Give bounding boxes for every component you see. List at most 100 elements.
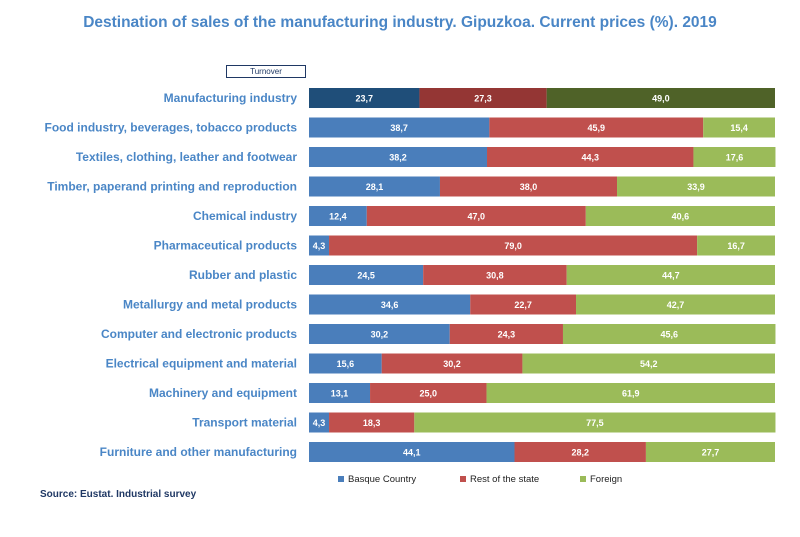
legend-label: Foreign xyxy=(590,474,622,485)
category-label: Metallurgy and metal products xyxy=(123,298,297,312)
bar-segment xyxy=(449,324,563,344)
data-label: 4,3 xyxy=(313,241,326,251)
bar-segment xyxy=(309,383,371,403)
category-label: Food industry, beverages, tobacco produc… xyxy=(45,121,298,135)
data-label: 47,0 xyxy=(468,212,486,222)
category-label: Pharmaceutical products xyxy=(154,239,298,253)
category-label: Machinery and equipment xyxy=(149,386,297,400)
category-label: Chemical industry xyxy=(193,209,297,223)
bar-segment xyxy=(585,206,775,226)
bar-segment xyxy=(309,353,382,374)
bar-segment xyxy=(703,117,775,138)
data-label: 30,2 xyxy=(443,359,461,369)
category-label: Timber, paperand printing and reproducti… xyxy=(47,180,297,194)
bar-segment xyxy=(489,117,704,138)
bar-segment xyxy=(309,265,424,285)
bar-segment xyxy=(697,235,775,256)
bar-segment xyxy=(309,294,471,315)
bar-segment xyxy=(576,294,775,315)
data-label: 38,7 xyxy=(390,123,408,133)
category-label: Textiles, clothing, leather and footwear xyxy=(76,150,297,164)
data-label: 24,5 xyxy=(357,271,375,281)
bar-segment xyxy=(566,265,775,285)
bar-segment xyxy=(370,383,487,403)
bar-segment xyxy=(309,117,490,138)
bar-segment xyxy=(522,353,775,374)
category-label: Transport material xyxy=(192,416,297,430)
bar-segment xyxy=(329,235,698,256)
legend-label: Basque Country xyxy=(348,474,416,485)
data-label: 40,6 xyxy=(672,212,690,222)
data-label: 30,2 xyxy=(371,330,389,340)
legend-swatch xyxy=(460,476,466,482)
data-label: 16,7 xyxy=(727,241,745,251)
data-label: 30,8 xyxy=(486,271,504,281)
bar-segment xyxy=(309,324,450,344)
data-label: 38,2 xyxy=(389,153,407,163)
bar-segment xyxy=(693,147,776,167)
data-label: 18,3 xyxy=(363,418,381,428)
source-note: Source: Eustat. Industrial survey xyxy=(40,489,197,500)
data-label: 23,7 xyxy=(355,94,373,104)
data-label: 22,7 xyxy=(514,300,532,310)
data-label: 34,6 xyxy=(381,300,399,310)
bar-segment xyxy=(439,176,618,197)
bar-segment xyxy=(414,412,776,433)
chart-title: Destination of sales of the manufacturin… xyxy=(83,14,717,31)
legend-label: Rest of the state xyxy=(470,474,539,485)
data-label: 15,6 xyxy=(337,359,355,369)
data-label: 25,0 xyxy=(420,389,438,399)
bar-segment xyxy=(309,88,420,108)
bar-segment xyxy=(309,442,515,462)
category-label: Computer and electronic products xyxy=(101,327,297,341)
bar-segment xyxy=(381,353,523,374)
bar-segment xyxy=(617,176,775,197)
data-label: 49,0 xyxy=(652,94,670,104)
bar-segment xyxy=(366,206,586,226)
data-label: 44,1 xyxy=(403,448,421,458)
data-label: 42,7 xyxy=(667,300,685,310)
bar-segment xyxy=(329,412,415,433)
data-label: 44,7 xyxy=(662,271,680,281)
data-label: 45,6 xyxy=(660,330,678,340)
bar-segment xyxy=(309,176,440,197)
data-label: 27,7 xyxy=(702,448,720,458)
bar-segment xyxy=(645,442,775,462)
data-label: 28,1 xyxy=(366,182,384,192)
bar-segment xyxy=(487,147,694,167)
data-label: 45,9 xyxy=(588,123,606,133)
data-label: 17,6 xyxy=(726,153,744,163)
data-label: 24,3 xyxy=(498,330,516,340)
data-label: 79,0 xyxy=(504,241,522,251)
category-label: Manufacturing industry xyxy=(164,91,298,105)
bar-segment xyxy=(309,412,330,433)
data-label: 38,0 xyxy=(520,182,538,192)
data-label: 4,3 xyxy=(313,418,326,428)
bar-segment xyxy=(423,265,567,285)
data-label: 54,2 xyxy=(640,359,658,369)
category-label: Rubber and plastic xyxy=(189,268,297,282)
bar-segment xyxy=(486,383,775,403)
data-label: 27,3 xyxy=(474,94,492,104)
bar-segment xyxy=(514,442,646,462)
data-label: 13,1 xyxy=(331,389,349,399)
legend-swatch xyxy=(580,476,586,482)
bar-segment xyxy=(546,88,775,108)
bar-segment xyxy=(309,235,330,256)
bar-segment xyxy=(419,88,547,108)
bar-segment xyxy=(309,147,488,167)
bar-segment xyxy=(562,324,776,344)
data-label: 28,2 xyxy=(571,448,589,458)
category-label: Electrical equipment and material xyxy=(106,357,297,371)
turnover-group-label: Turnover xyxy=(226,65,306,78)
data-label: 61,9 xyxy=(622,389,640,399)
data-label: 77,5 xyxy=(586,418,604,428)
data-label: 12,4 xyxy=(329,212,347,222)
bar-segment xyxy=(470,294,577,315)
category-label: Furniture and other manufacturing xyxy=(100,445,297,459)
data-label: 15,4 xyxy=(730,123,748,133)
data-label: 44,3 xyxy=(581,153,599,163)
bar-segment xyxy=(309,206,367,226)
legend-swatch xyxy=(338,476,344,482)
